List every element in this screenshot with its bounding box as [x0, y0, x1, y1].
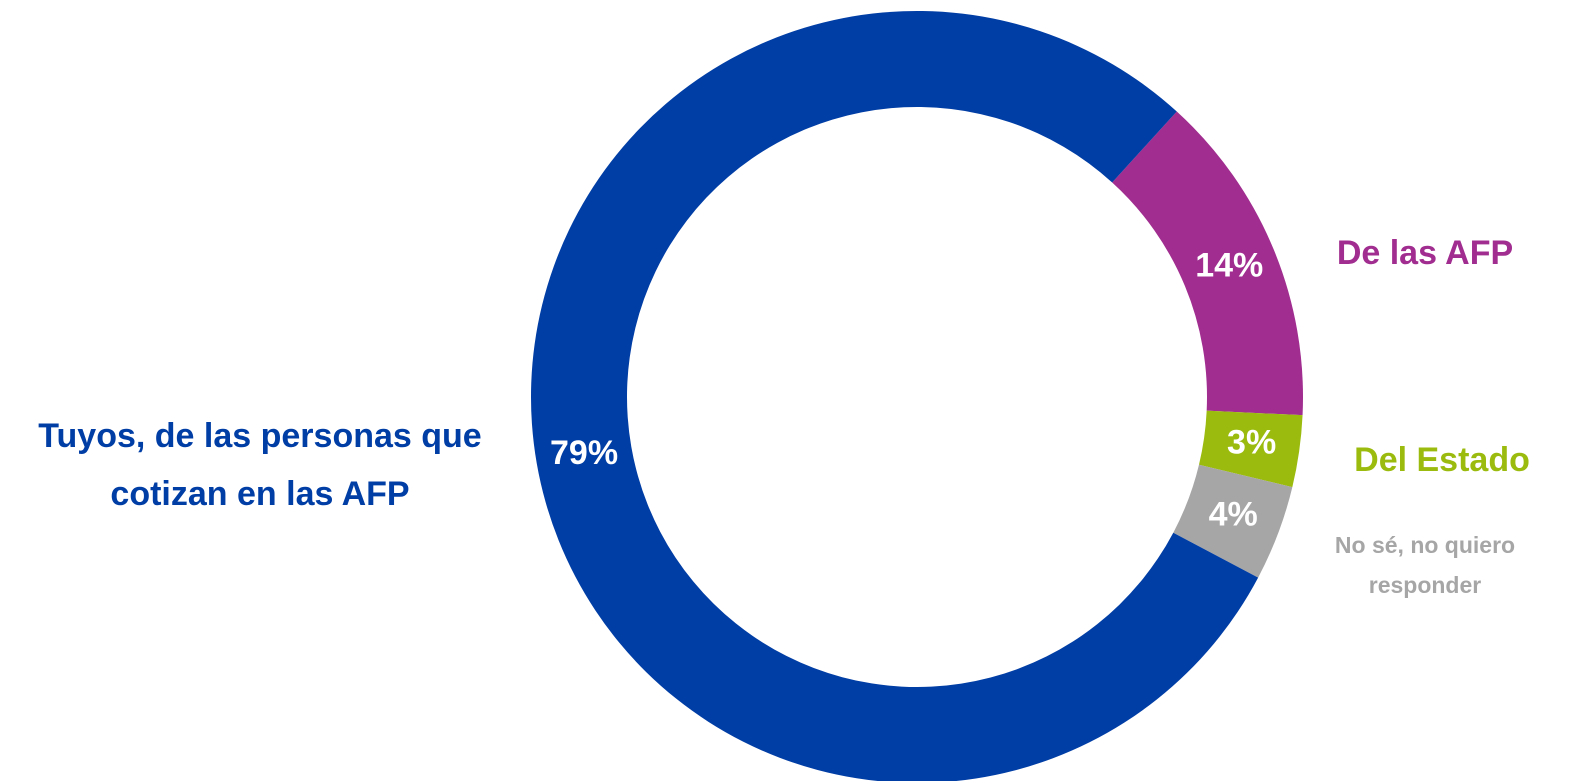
category-label: No sé, no quiero responder	[1334, 532, 1516, 599]
donut-segment	[1198, 410, 1303, 488]
category-label: De las AFP	[1336, 234, 1514, 272]
donut-segment	[1173, 464, 1293, 578]
donut-segment	[1112, 111, 1304, 416]
value-label: 79%	[550, 434, 618, 472]
value-label: 3%	[1227, 424, 1276, 462]
value-label: 14%	[1195, 247, 1263, 285]
category-label: Del Estado	[1354, 441, 1530, 479]
category-label: Tuyos, de las personas que cotizan en la…	[38, 417, 482, 513]
donut-segment	[531, 11, 1259, 781]
value-label: 4%	[1209, 495, 1258, 533]
